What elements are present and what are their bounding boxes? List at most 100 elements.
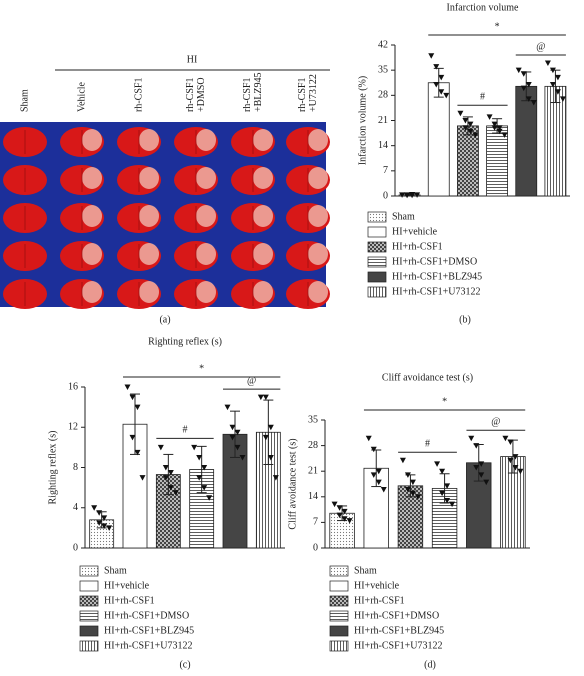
legend-label: Sham (104, 565, 127, 576)
legend-label: HI+rh-CSF1+U73122 (104, 640, 193, 651)
column-label: +U73122 (308, 74, 319, 112)
legend-label: HI+rh-CSF1+DMSO (392, 256, 477, 267)
data-point (468, 435, 475, 442)
data-point (404, 486, 411, 493)
y-tick-label: 0 (73, 542, 78, 553)
data-point (501, 132, 508, 138)
y-tick-label: 35 (378, 64, 388, 75)
data-point (559, 96, 566, 102)
data-point (370, 472, 377, 478)
legend-label: Sham (354, 565, 377, 576)
data-point (549, 82, 556, 88)
data-point (434, 461, 441, 467)
slice-infarct (308, 205, 328, 227)
data-point (544, 60, 551, 66)
data-point (167, 470, 174, 476)
data-point (520, 71, 527, 77)
data-point (433, 64, 440, 70)
legend-label: HI+rh-CSF1+U73122 (354, 640, 443, 651)
data-point (496, 128, 503, 135)
legend-swatch (329, 640, 349, 652)
data-point (433, 82, 440, 88)
slice-infarct (196, 281, 216, 303)
slice-infarct (253, 243, 273, 265)
legend-label: HI+rh-CSF1 (104, 595, 155, 606)
data-point (439, 490, 446, 497)
column-label: rh-CSF1 (242, 78, 253, 112)
legend-swatch (329, 625, 349, 637)
legend-label: HI+rh-CSF1 (392, 241, 443, 252)
data-point (404, 192, 411, 198)
slice-infarct (139, 167, 159, 189)
data-point (409, 192, 416, 199)
data-point (473, 443, 480, 449)
data-point (101, 515, 108, 521)
data-point (554, 89, 561, 95)
data-point (462, 118, 469, 124)
data-point (129, 434, 136, 441)
data-point (507, 457, 514, 464)
y-tick-label: 7 (313, 517, 318, 528)
data-point (517, 468, 524, 475)
legend-swatch (79, 580, 99, 592)
data-point (267, 424, 274, 431)
legend-swatch (329, 565, 349, 577)
data-point (239, 454, 246, 461)
panel-label: (c) (179, 659, 190, 670)
legend-swatch (329, 580, 349, 592)
data-point (483, 479, 490, 486)
y-axis-label: Cliff avoidance test (s) (287, 438, 298, 529)
data-point (341, 516, 348, 522)
data-point (201, 485, 208, 491)
data-point (257, 394, 264, 401)
y-tick-label: 42 (378, 39, 388, 50)
column-label: +DMSO (196, 77, 207, 112)
slice-infarct (308, 243, 328, 265)
data-point (134, 404, 141, 411)
data-point (478, 461, 485, 467)
slice-infarct (196, 167, 216, 189)
significance-mark: * (199, 363, 204, 374)
photo-background (0, 122, 326, 307)
legend-swatch (79, 565, 99, 577)
slice-infarct (82, 205, 102, 227)
legend-label: HI+rh-CSF1+BLZ945 (392, 271, 482, 282)
significance-mark: @ (491, 417, 500, 428)
y-tick-label: 21 (308, 465, 318, 476)
panel-label: (a) (159, 314, 170, 325)
y-axis-label: Righting reflex (s) (47, 431, 58, 505)
legend-label: HI+vehicle (354, 580, 400, 591)
legend-swatch (367, 241, 387, 253)
significance-mark: @ (247, 375, 256, 386)
group-label: HI (187, 54, 198, 65)
data-point (267, 454, 274, 461)
column-label: rh-CSF1 (133, 78, 144, 112)
data-point (365, 435, 372, 442)
legend-label: HI+rh-CSF1 (354, 595, 405, 606)
data-point (206, 495, 213, 501)
legend-swatch (367, 271, 387, 283)
legend-label: HI+rh-CSF1+BLZ945 (354, 625, 444, 636)
data-point (229, 424, 236, 431)
data-point (91, 505, 98, 511)
data-point (229, 434, 236, 441)
data-point (439, 468, 446, 475)
data-point (201, 465, 208, 471)
data-point (444, 497, 451, 504)
data-point (414, 192, 421, 198)
data-point (472, 132, 479, 138)
chart-title: Cliff avoidance test (s) (382, 372, 473, 383)
slice-infarct (196, 205, 216, 227)
data-point (370, 446, 377, 453)
data-point (172, 490, 179, 496)
significance-mark: * (495, 21, 500, 32)
data-point (409, 479, 416, 486)
data-point (157, 444, 164, 451)
slice-infarct (139, 129, 159, 151)
data-point (196, 454, 203, 461)
slice-infarct (196, 243, 216, 265)
data-point (549, 67, 556, 74)
legend-label: HI+rh-CSF1+U73122 (392, 286, 481, 297)
data-point (380, 486, 387, 493)
